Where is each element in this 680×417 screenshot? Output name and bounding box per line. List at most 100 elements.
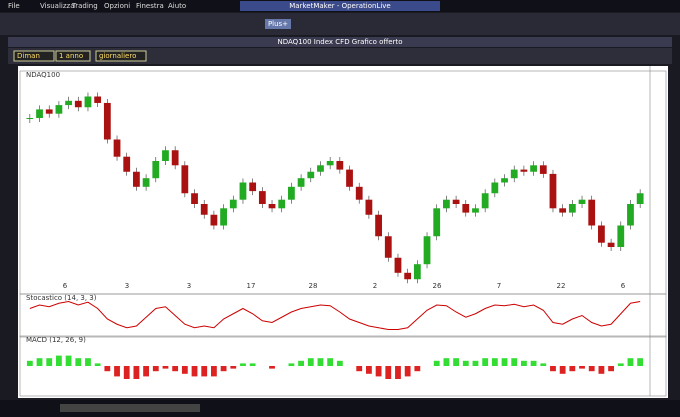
- x-label: 3: [187, 282, 191, 290]
- candle: [491, 182, 499, 194]
- macd-bar: [211, 366, 217, 377]
- control-field[interactable]: [13, 50, 55, 62]
- macd-bar: [627, 358, 634, 366]
- macd-bar: [317, 358, 324, 366]
- macd-bar: [540, 363, 547, 366]
- macd-bar: [123, 366, 130, 379]
- candle: [36, 109, 43, 118]
- control-label[interactable]: 1 anno: [59, 52, 83, 60]
- control-field[interactable]: [95, 50, 147, 62]
- candle: [258, 191, 266, 204]
- candle: [452, 199, 460, 204]
- macd-bar: [462, 360, 469, 366]
- macd-bar: [191, 366, 198, 377]
- control-label[interactable]: Diman: [17, 52, 40, 60]
- candle: [617, 225, 625, 247]
- macd-bar: [152, 366, 159, 372]
- candle: [326, 161, 334, 166]
- macd-bar: [201, 366, 208, 377]
- macd-bar: [36, 358, 43, 366]
- macd-bar: [133, 366, 140, 379]
- candle: [510, 169, 518, 179]
- candle: [74, 100, 82, 108]
- plus-button[interactable]: [265, 19, 291, 29]
- candle: [249, 182, 257, 192]
- candle: [297, 178, 305, 187]
- candle: [423, 236, 431, 265]
- candle: [65, 100, 72, 106]
- menu-item[interactable]: File: [8, 2, 20, 10]
- candle: [84, 96, 92, 108]
- candle: [307, 171, 315, 179]
- macd-bar: [114, 366, 120, 377]
- stochastic-line: [29, 300, 641, 330]
- candle: [181, 165, 189, 194]
- plus-label[interactable]: Plus+: [268, 20, 288, 28]
- menu-item[interactable]: Visualizza: [40, 2, 74, 10]
- panel: [19, 335, 667, 397]
- macd-bar: [482, 358, 489, 366]
- candle: [404, 272, 412, 280]
- chart-toolbar: [8, 48, 672, 64]
- candle: [588, 199, 596, 226]
- candle: [336, 161, 344, 170]
- candle: [530, 165, 537, 172]
- candle: [346, 169, 353, 187]
- macd-bar: [569, 366, 576, 372]
- candle: [162, 150, 169, 161]
- macd-bar: [617, 363, 624, 366]
- menu-item[interactable]: Trading: [71, 2, 98, 10]
- x-label: 3: [125, 282, 129, 290]
- candle: [607, 242, 615, 247]
- control-label[interactable]: giornaliero: [99, 52, 136, 60]
- candle: [355, 186, 363, 200]
- candle: [501, 178, 508, 183]
- macd-bar: [637, 358, 644, 366]
- candle: [472, 208, 479, 213]
- candle: [55, 105, 63, 114]
- macd-bar: [608, 366, 614, 372]
- macd-bar: [414, 366, 421, 372]
- app-title: MarketMaker - OperationLive: [289, 2, 391, 10]
- candle: [152, 161, 160, 179]
- menu-item[interactable]: Finestra: [136, 2, 164, 10]
- candle: [191, 193, 198, 204]
- menu-item[interactable]: Opzioni: [104, 2, 130, 10]
- panel-title: NDAQ100: [26, 71, 60, 79]
- candle: [133, 171, 140, 187]
- macd-bar: [433, 360, 440, 366]
- candle: [539, 165, 547, 174]
- macd-bar: [307, 358, 314, 366]
- candle: [288, 186, 295, 200]
- candle: [549, 173, 557, 209]
- panel-title: MACD (12, 26, 9): [26, 336, 86, 344]
- macd-bar: [298, 360, 304, 366]
- macd-bar: [375, 366, 382, 377]
- candle: [94, 96, 102, 103]
- macd-bar: [453, 358, 459, 366]
- macd-bar: [550, 366, 556, 372]
- macd-bar: [327, 358, 334, 366]
- macd-bar: [404, 366, 411, 377]
- macd-bar: [143, 366, 149, 377]
- candle: [229, 199, 237, 209]
- macd-bar: [75, 358, 82, 366]
- control-field[interactable]: [55, 50, 91, 62]
- candle: [365, 199, 373, 215]
- macd-bar: [288, 363, 295, 366]
- x-label: 6: [621, 282, 626, 290]
- macd-bar: [230, 366, 237, 369]
- app-title-bg: [240, 1, 440, 11]
- menu-item[interactable]: Aiuto: [168, 2, 186, 10]
- macd-bar: [181, 366, 188, 374]
- candle: [568, 204, 576, 213]
- toolbar: [0, 13, 680, 35]
- macd-bar: [598, 366, 605, 374]
- candle: [220, 208, 227, 226]
- macd-bar: [162, 366, 169, 369]
- window-title-bar: [8, 37, 672, 47]
- candle: [520, 169, 528, 172]
- macd-bar: [85, 358, 91, 366]
- candle: [123, 156, 131, 172]
- scrollbar[interactable]: [60, 404, 200, 412]
